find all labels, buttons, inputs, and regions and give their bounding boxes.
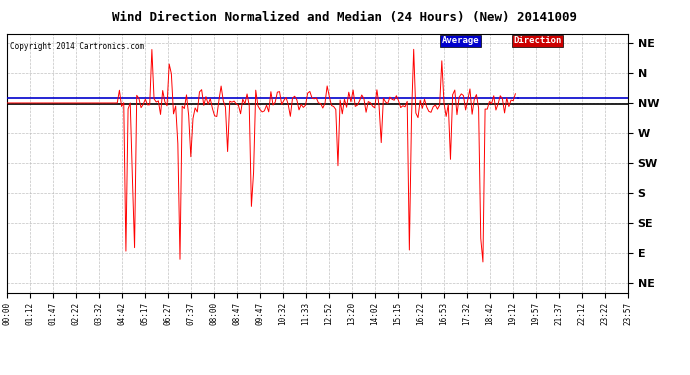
Text: Copyright 2014 Cartronics.com: Copyright 2014 Cartronics.com — [10, 42, 144, 51]
Text: Direction: Direction — [513, 36, 562, 45]
Text: Wind Direction Normalized and Median (24 Hours) (New) 20141009: Wind Direction Normalized and Median (24… — [112, 11, 578, 24]
Text: Average: Average — [442, 36, 480, 45]
